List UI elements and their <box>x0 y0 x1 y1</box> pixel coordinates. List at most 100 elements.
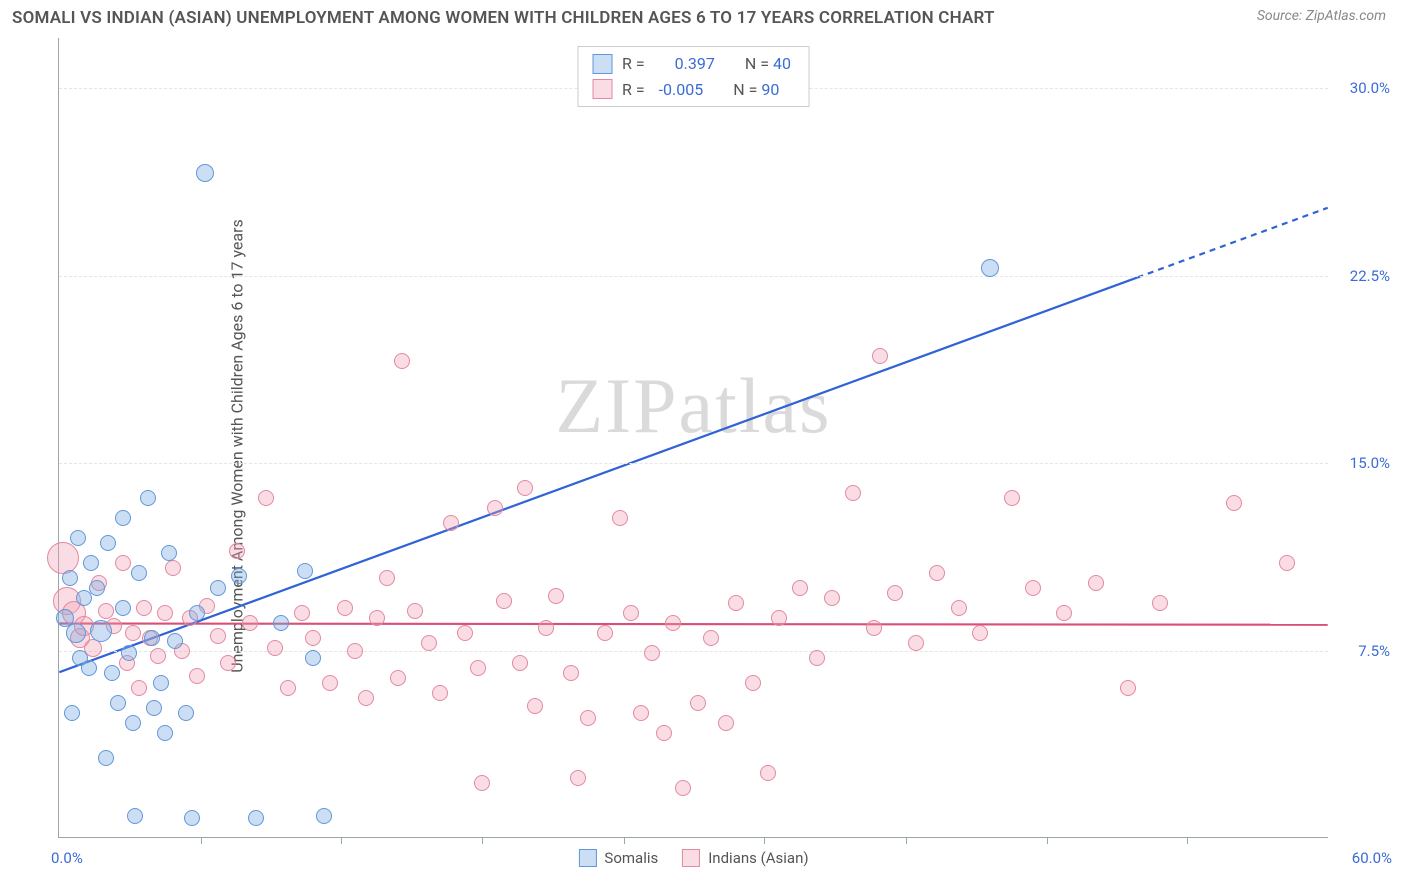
data-point-somalis <box>98 750 114 766</box>
data-point-indians <box>220 655 236 671</box>
data-point-indians <box>390 670 406 686</box>
data-point-indians <box>305 630 321 646</box>
data-point-somalis <box>110 695 126 711</box>
data-point-somalis <box>125 715 141 731</box>
series-legend: Somalis Indians (Asian) <box>578 849 808 867</box>
legend-label-indians: Indians (Asian) <box>708 849 808 867</box>
watermark: ZIPatlas <box>556 361 832 451</box>
legend-item-indians: Indians (Asian) <box>682 849 808 867</box>
y-tick-label: 7.5% <box>1358 642 1390 660</box>
data-point-somalis <box>115 510 131 526</box>
data-point-indians <box>1088 575 1104 591</box>
data-point-indians <box>496 593 512 609</box>
data-point-indians <box>951 600 967 616</box>
data-point-indians <box>570 770 586 786</box>
n-value-somalis: 40 <box>773 51 791 77</box>
data-point-somalis <box>273 615 289 631</box>
legend-row-indians: R = -0.005 N = 90 <box>592 77 795 103</box>
data-point-indians <box>580 710 596 726</box>
swatch-indians <box>592 79 612 99</box>
data-point-somalis <box>157 725 173 741</box>
data-point-somalis <box>131 565 147 581</box>
data-point-indians <box>760 765 776 781</box>
r-label: R = <box>622 77 645 103</box>
chart-title: SOMALI VS INDIAN (ASIAN) UNEMPLOYMENT AM… <box>12 8 995 28</box>
data-point-indians <box>358 690 374 706</box>
x-tick <box>906 837 907 844</box>
r-label: R = <box>622 51 645 77</box>
data-point-indians <box>824 590 840 606</box>
data-point-indians <box>728 595 744 611</box>
data-point-indians <box>792 580 808 596</box>
source-attribution: Source: ZipAtlas.com <box>1257 8 1386 24</box>
r-value-indians: -0.005 <box>659 77 704 103</box>
data-point-indians <box>612 510 628 526</box>
data-point-indians <box>242 615 258 631</box>
data-point-indians <box>394 353 410 369</box>
data-point-indians <box>487 500 503 516</box>
data-point-somalis <box>153 675 169 691</box>
x-tick <box>1047 837 1048 844</box>
y-tick-label: 15.0% <box>1350 454 1390 472</box>
data-point-somalis <box>121 645 137 661</box>
data-point-somalis <box>144 630 160 646</box>
swatch-somalis <box>578 849 596 867</box>
data-point-somalis <box>161 545 177 561</box>
data-point-indians <box>703 630 719 646</box>
data-point-indians <box>474 775 490 791</box>
data-point-somalis <box>316 808 332 824</box>
data-point-indians <box>644 645 660 661</box>
plot-area: ZIPatlas R = 0.397 N = 40 R = -0.005 N =… <box>58 38 1328 838</box>
swatch-somalis <box>592 54 612 74</box>
data-point-indians <box>656 725 672 741</box>
data-point-somalis <box>90 620 112 642</box>
data-point-indians <box>675 780 691 796</box>
data-point-somalis <box>231 568 247 584</box>
data-point-indians <box>1226 495 1242 511</box>
data-point-somalis <box>297 563 313 579</box>
data-point-indians <box>457 625 473 641</box>
data-point-somalis <box>115 600 131 616</box>
data-point-somalis <box>167 633 183 649</box>
data-point-indians <box>136 600 152 616</box>
data-point-indians <box>887 585 903 601</box>
data-point-indians <box>929 565 945 581</box>
data-point-indians <box>369 610 385 626</box>
data-point-indians <box>210 628 226 644</box>
data-point-indians <box>866 620 882 636</box>
correlation-legend: R = 0.397 N = 40 R = -0.005 N = 90 <box>577 46 810 107</box>
swatch-indians <box>682 849 700 867</box>
data-point-somalis <box>89 580 105 596</box>
y-tick-label: 30.0% <box>1350 79 1390 97</box>
grid-line <box>59 651 1328 652</box>
legend-label-somalis: Somalis <box>604 849 658 867</box>
n-value-indians: 90 <box>761 77 779 103</box>
data-point-indians <box>1120 680 1136 696</box>
data-point-indians <box>809 650 825 666</box>
data-point-indians <box>1152 595 1168 611</box>
data-point-indians <box>115 555 131 571</box>
chart-container: ZIPatlas R = 0.397 N = 40 R = -0.005 N =… <box>58 38 1328 838</box>
data-point-somalis <box>146 700 162 716</box>
data-point-somalis <box>178 705 194 721</box>
data-point-indians <box>548 588 564 604</box>
data-point-indians <box>131 680 147 696</box>
data-point-somalis <box>100 535 116 551</box>
data-point-indians <box>512 655 528 671</box>
data-point-indians <box>527 698 543 714</box>
data-point-indians <box>517 480 533 496</box>
data-point-indians <box>1004 490 1020 506</box>
data-point-somalis <box>66 623 86 643</box>
x-tick <box>1187 837 1188 844</box>
data-point-indians <box>150 648 166 664</box>
legend-row-somalis: R = 0.397 N = 40 <box>592 51 795 77</box>
data-point-indians <box>98 603 114 619</box>
data-point-indians <box>470 660 486 676</box>
x-tick <box>341 837 342 844</box>
data-point-indians <box>407 603 423 619</box>
data-point-indians <box>1025 580 1041 596</box>
data-point-somalis <box>70 530 86 546</box>
data-point-indians <box>1279 555 1295 571</box>
data-point-indians <box>443 515 459 531</box>
legend-item-somalis: Somalis <box>578 849 658 867</box>
